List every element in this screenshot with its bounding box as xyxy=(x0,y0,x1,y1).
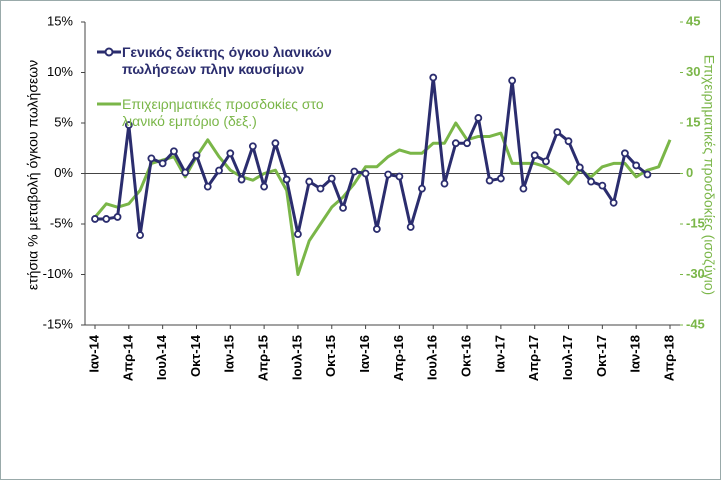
x-tick-label: Ιουλ-16 xyxy=(425,335,440,380)
x-tick-label: Ιαν-17 xyxy=(492,335,507,373)
point xyxy=(237,175,246,184)
legend-item: Γενικός δείκτης όγκου λιανικών πωλήσεων … xyxy=(96,44,354,78)
series-line xyxy=(93,121,672,276)
y-axis-label: ετήσια % μεταβολή όγκου πωλήσεων xyxy=(25,60,41,290)
point xyxy=(102,215,111,223)
y-tick-label: -10% xyxy=(43,266,74,281)
point xyxy=(203,182,212,191)
x-tick-label: Απρ-17 xyxy=(526,335,541,381)
point xyxy=(170,147,178,156)
x-tick-label: Ιαν-15 xyxy=(222,335,237,373)
y2-tick-label: 15 xyxy=(686,114,700,129)
x-tick-label: Ιουλ-15 xyxy=(289,335,304,380)
point xyxy=(136,231,144,240)
point xyxy=(339,203,347,212)
point xyxy=(124,121,133,129)
x-tick-label: Ιουλ-14 xyxy=(154,334,169,380)
point xyxy=(327,174,336,183)
point xyxy=(519,184,528,193)
point xyxy=(429,73,438,82)
point xyxy=(294,230,302,239)
x-tick-label: Ιαν-14 xyxy=(86,334,101,372)
x-tick-label: Ιαν-16 xyxy=(357,335,372,373)
point xyxy=(384,170,393,179)
y-tick-label: -15% xyxy=(43,316,74,331)
y2-tick-label: -30 xyxy=(686,266,705,281)
point xyxy=(316,184,325,193)
point xyxy=(463,139,471,148)
point xyxy=(632,161,641,170)
y2-tick-label: 30 xyxy=(686,64,700,79)
x-tick-label: Οκτ-17 xyxy=(594,335,609,377)
point xyxy=(530,151,539,160)
legend-label: Γενικός δείκτης όγκου λιανικών πωλήσεων … xyxy=(122,44,332,77)
point xyxy=(406,223,415,231)
point xyxy=(91,215,99,223)
point xyxy=(271,139,280,148)
y-tick-label: 0% xyxy=(54,165,73,180)
point xyxy=(621,149,629,158)
point xyxy=(564,137,573,146)
point xyxy=(305,177,314,186)
point xyxy=(542,157,550,166)
x-tick-label: Οκτ-14 xyxy=(188,334,203,377)
point xyxy=(282,175,291,184)
y2-axis-label: Επιχειρηματικές προσδοκίες (ισοζύγιο) xyxy=(701,55,717,295)
x-tick-label: Οκτ-15 xyxy=(323,335,338,377)
point xyxy=(508,76,517,85)
point xyxy=(643,170,652,179)
y-tick-label: 5% xyxy=(54,114,73,129)
point xyxy=(158,159,167,168)
x-tick-label: Οκτ-16 xyxy=(458,335,473,377)
point xyxy=(485,176,494,185)
y-tick-label: 15% xyxy=(47,13,73,28)
y-tick-label: -5% xyxy=(50,215,74,230)
legend-label: Επιχειρηματικές προσδοκίες στο λιανικό ε… xyxy=(122,96,324,129)
point xyxy=(451,139,460,148)
x-tick-label: Ιαν-18 xyxy=(628,335,643,373)
point xyxy=(192,151,201,160)
y2-tick-label: -45 xyxy=(686,316,705,331)
x-tick-label: Απρ-16 xyxy=(391,335,406,381)
point xyxy=(350,167,359,176)
point xyxy=(226,149,235,158)
point xyxy=(598,181,607,190)
legend-swatch xyxy=(97,102,121,106)
point xyxy=(113,213,122,221)
point xyxy=(215,166,223,175)
point xyxy=(260,182,269,191)
point xyxy=(440,179,449,188)
legend-item: Επιχειρηματικές προσδοκίες στο λιανικό ε… xyxy=(96,96,354,130)
x-tick-label: Απρ-14 xyxy=(120,334,135,381)
point xyxy=(147,154,156,163)
y-tick-label: 10% xyxy=(47,64,73,79)
y2-tick-label: 0 xyxy=(686,165,693,180)
y2-tick-label: -15 xyxy=(686,215,705,230)
point xyxy=(609,198,618,207)
point xyxy=(395,172,404,181)
point xyxy=(181,168,190,177)
point xyxy=(361,169,370,178)
point xyxy=(553,128,562,136)
point xyxy=(496,174,505,183)
point xyxy=(474,114,483,122)
point xyxy=(575,163,584,172)
x-tick-label: Απρ-15 xyxy=(256,335,271,381)
x-tick-label: Ιουλ-17 xyxy=(560,335,575,380)
point xyxy=(372,225,381,233)
point xyxy=(587,177,595,186)
point xyxy=(418,184,426,193)
point xyxy=(248,142,257,151)
y2-tick-label: 45 xyxy=(686,13,700,28)
legend-swatch xyxy=(97,47,121,57)
x-tick-label: Απρ-18 xyxy=(661,335,676,381)
